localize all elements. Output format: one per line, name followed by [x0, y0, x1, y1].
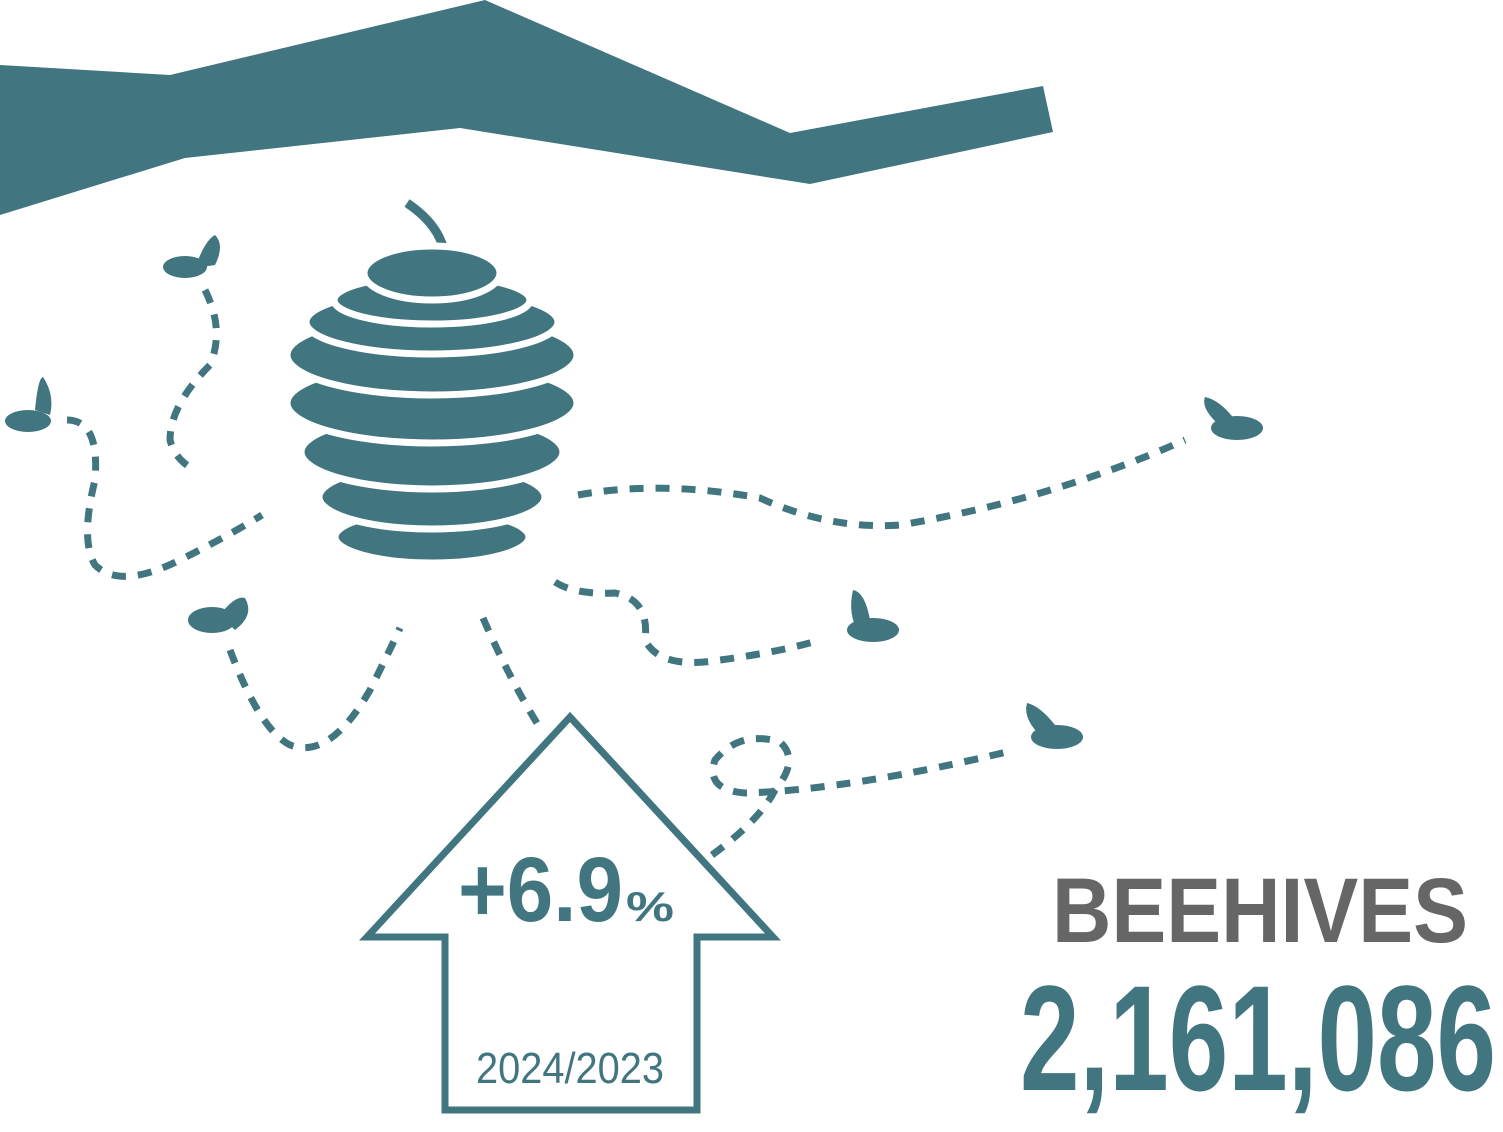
period: 2024/2023: [476, 1044, 664, 1093]
change-value: +6.9: [458, 839, 623, 941]
count: 2,161,086: [1020, 954, 1496, 1122]
label: BEEHIVES: [1052, 860, 1468, 962]
change-unit: %: [626, 883, 674, 930]
bee-paths: [67, 290, 1185, 855]
infographic: +6.9 % 2024/2023 BEEHIVES 2,161,086: [0, 0, 1503, 1132]
branch: [0, 0, 1053, 215]
beehive: [287, 203, 577, 563]
page: +6.9 % 2024/2023 BEEHIVES 2,161,086 (() …: [0, 0, 1503, 1132]
